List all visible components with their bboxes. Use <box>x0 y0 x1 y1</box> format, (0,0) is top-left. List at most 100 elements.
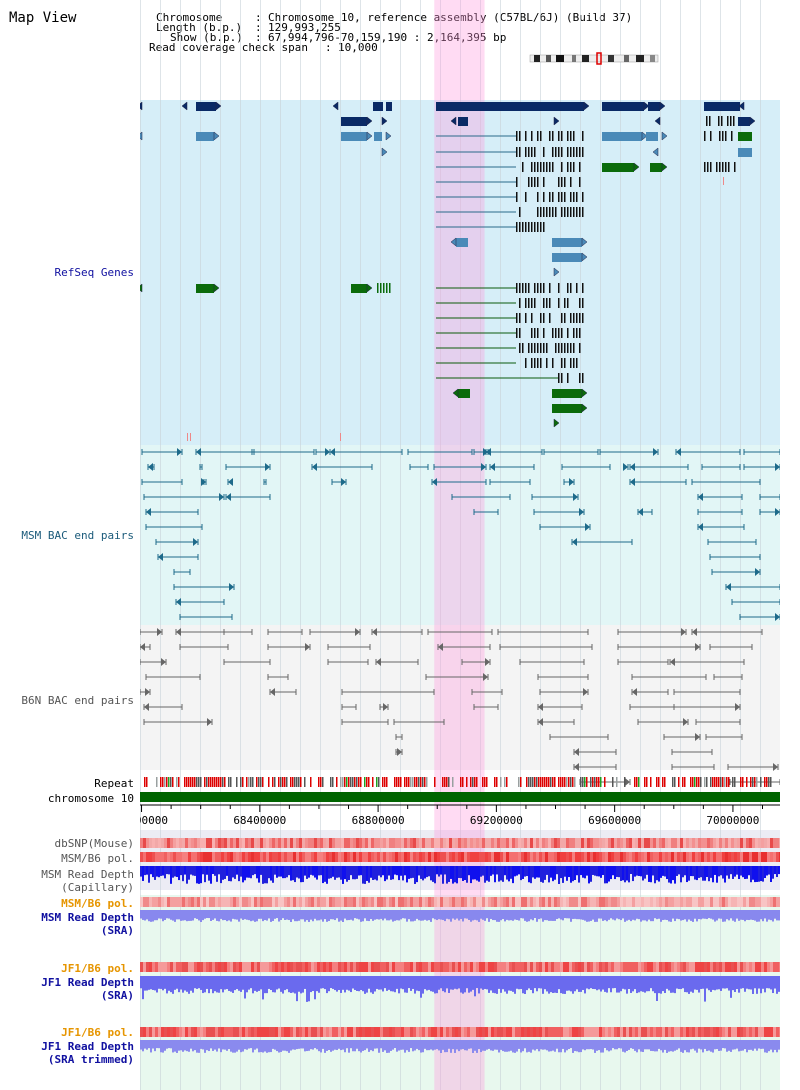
exon <box>516 313 518 323</box>
msm-b6-pol-cell <box>593 852 596 862</box>
msm-sra-depth-bar <box>376 910 378 920</box>
gene-arrow <box>450 237 457 247</box>
msm-b6-pol-cell <box>329 852 332 862</box>
repeat-mark <box>534 777 536 787</box>
jf1-depth-bar <box>162 976 164 991</box>
exon <box>525 222 527 232</box>
msm-sra-depth-bar <box>394 910 396 921</box>
chromosome-ideogram[interactable] <box>528 52 660 66</box>
exon <box>543 222 545 232</box>
msm-b6-pol-cell <box>500 852 503 862</box>
msm-b6-pol-cell <box>305 852 308 862</box>
jf1-trimmed-depth-bar <box>246 1040 248 1050</box>
exon <box>516 283 518 293</box>
exon <box>730 116 732 126</box>
gene-arrow <box>581 252 588 262</box>
repeat-mark <box>246 777 248 787</box>
repeat-mark <box>208 777 210 787</box>
jf1-depth-bar <box>178 976 180 993</box>
bac-arrow <box>226 493 231 501</box>
msm-depth-bar <box>160 866 162 876</box>
msm-sra-depth-bar <box>464 910 466 919</box>
exon <box>516 328 518 338</box>
exon <box>573 343 575 353</box>
msm-depth-bar <box>204 866 206 883</box>
jf1-pol-cell <box>446 962 449 972</box>
msm-sra-depth-bar <box>452 910 454 919</box>
jf1-depth-bar <box>600 976 602 992</box>
msm-sra-depth-bar <box>302 910 304 920</box>
jf1-trimmed-depth-bar <box>634 1040 636 1051</box>
jf1-depth-bar <box>520 976 522 989</box>
gene-block <box>738 148 752 157</box>
jf1-depth-bar <box>248 976 250 990</box>
msm-sra-depth-bar <box>408 910 410 920</box>
msm-depth-bar <box>214 866 216 876</box>
exon <box>570 283 572 293</box>
repeat-mark <box>350 777 352 787</box>
jf1-depth-bar <box>426 976 428 991</box>
msm-b6-pol-cell <box>464 852 467 862</box>
exon <box>540 313 542 323</box>
jf1-depth-bar <box>414 976 416 994</box>
msm-b6-pol-cell <box>710 852 713 862</box>
msm-sra-depth-bar <box>282 910 284 919</box>
jf1-pol-cell <box>332 962 335 972</box>
gene-arrow <box>213 131 220 141</box>
jf1-trimmed-depth-bar <box>450 1040 452 1053</box>
msm-bac-label[interactable]: MSM BAC end pairs <box>21 529 134 542</box>
gene-arrow <box>641 131 648 141</box>
msm-b6-sra-cell <box>275 897 278 907</box>
jf1-depth-bar <box>476 976 478 989</box>
jf1-pol-trimmed-cell <box>617 1027 620 1037</box>
jf1-pol-cell <box>236 962 239 972</box>
jf1-pol-cell <box>623 962 626 972</box>
dbsnp-cell <box>767 838 770 848</box>
msm-sra-depth-bar <box>354 910 356 919</box>
dbsnp-cell <box>587 838 590 848</box>
exon <box>552 358 554 368</box>
jf1-trimmed-depth-bar <box>442 1040 444 1050</box>
jf1-pol-cell <box>515 962 518 972</box>
exon <box>579 162 581 172</box>
jf1-pol-cell <box>200 962 203 972</box>
jf1-pol-trimmed-cell <box>353 1027 356 1037</box>
msm-depth-bar <box>736 866 738 875</box>
jf1-pol-trimmed-cell <box>587 1027 590 1037</box>
repeat-mark <box>696 777 698 787</box>
b6n-bac-label[interactable]: B6N BAC end pairs <box>21 694 134 707</box>
msm-b6-sra-cell <box>296 897 299 907</box>
bac-arrow <box>755 568 760 576</box>
msm-b6-sra-cell <box>638 897 641 907</box>
jf1-trimmed-depth-bar <box>408 1040 410 1052</box>
msm-sra-depth-bar <box>380 910 382 919</box>
gene-arrow <box>581 403 588 413</box>
jf1-pol-cell <box>710 962 713 972</box>
repeat-mark <box>294 777 296 787</box>
msm-sra-depth-bar <box>674 910 676 922</box>
repeat-mark <box>566 777 568 787</box>
repeat-mark <box>442 777 444 787</box>
msm-b6-sra-cell <box>503 897 506 907</box>
dbsnp-cell <box>290 838 293 848</box>
exon <box>549 283 551 293</box>
jf1-depth-bar <box>412 976 414 989</box>
msm-b6-sra-cell <box>779 897 780 907</box>
genome-plot[interactable]: 6800000068400000688000006920000069600000… <box>140 0 780 1090</box>
msm-sra-depth-bar <box>664 910 666 920</box>
repeat-mark <box>190 777 192 787</box>
msm-b6-pol-cell <box>746 852 749 862</box>
msm-sra-depth-bar <box>420 910 422 921</box>
msm-sra-depth-bar <box>190 910 192 921</box>
refseq-genes-label[interactable]: RefSeq Genes <box>54 266 134 279</box>
dbsnp-cell <box>461 838 464 848</box>
jf1-depth-bar <box>226 976 228 990</box>
msm-depth-bar <box>676 866 678 876</box>
msm-b6-sra-cell <box>203 897 206 907</box>
jf1-depth-bar <box>354 976 356 990</box>
jf1-pol-cell <box>467 962 470 972</box>
dbsnp-cell <box>416 838 419 848</box>
msm-b6-sra-cell <box>428 897 431 907</box>
dbsnp-cell <box>395 838 398 848</box>
coverage-colon: : <box>325 41 332 54</box>
